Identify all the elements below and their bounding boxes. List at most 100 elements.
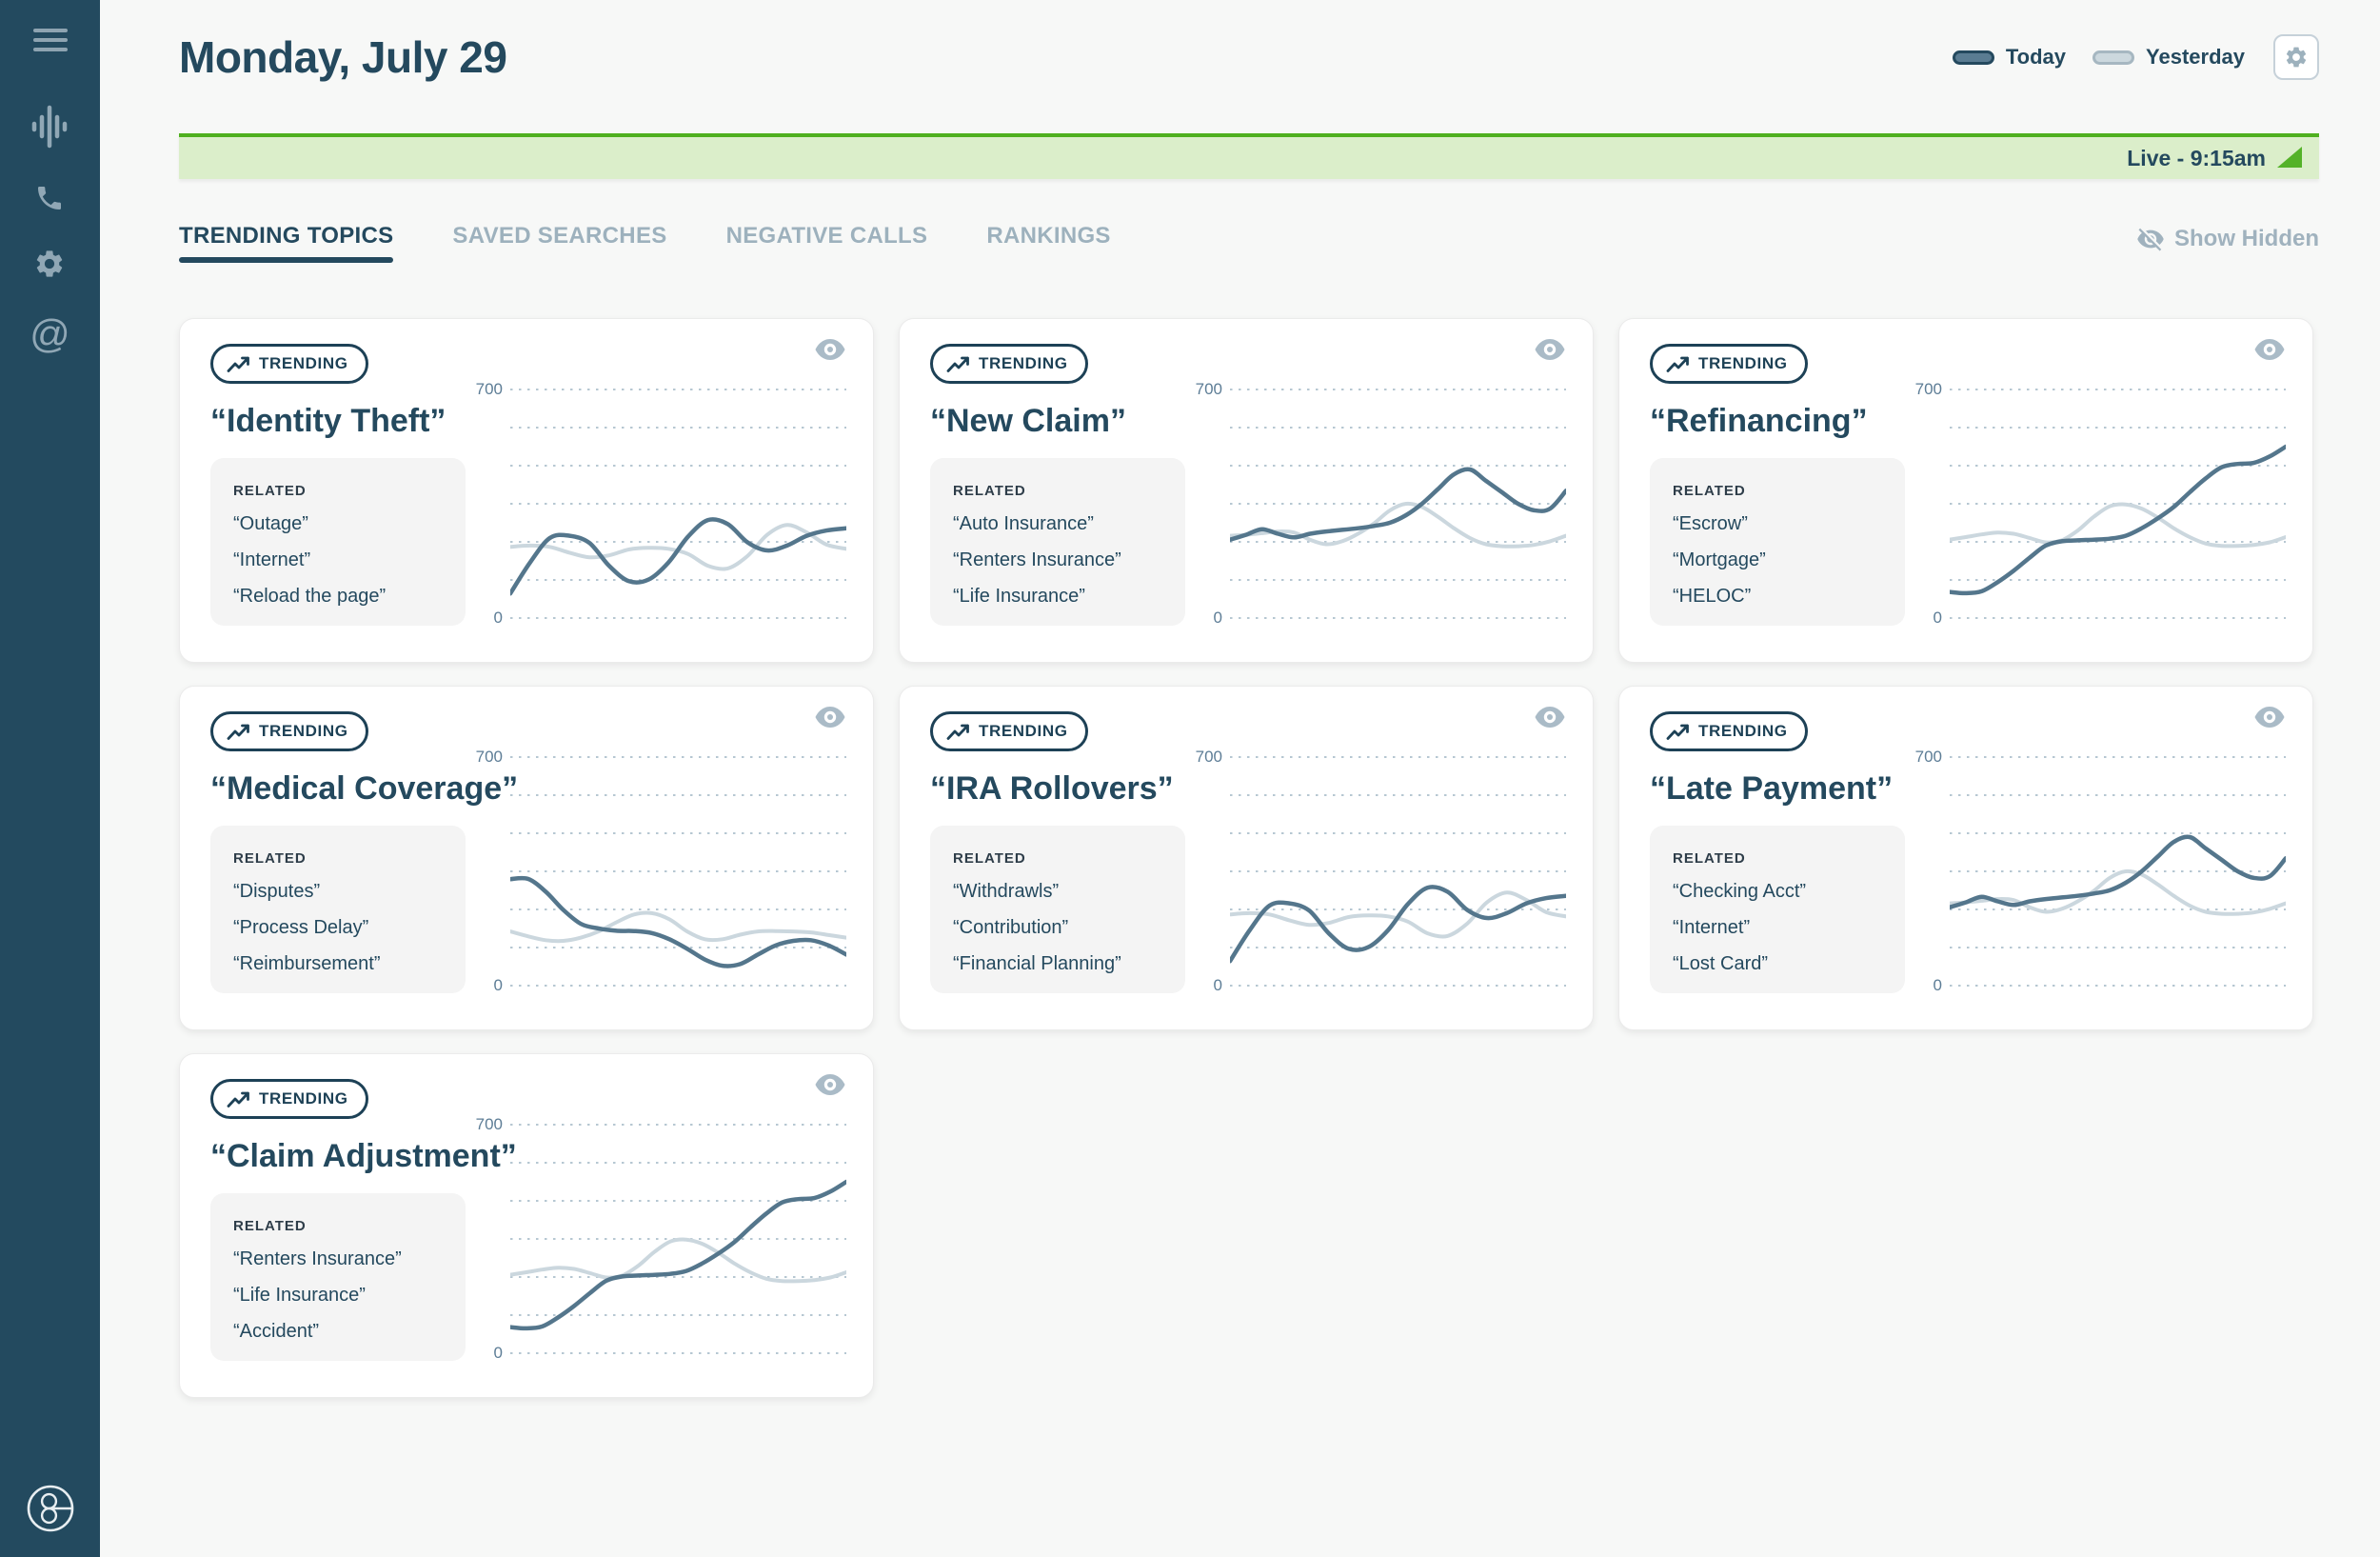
line-chart: [1947, 389, 2289, 619]
related-term: “Mortgage”: [1673, 549, 1766, 570]
related-term: “Internet”: [233, 549, 311, 570]
y-axis-min-label: 0: [1933, 976, 1942, 994]
y-axis-max-label: 700: [475, 380, 503, 398]
related-box: RELATED “Outage” “Internet” “Reload the pa…: [210, 458, 466, 626]
trending-topic-card[interactable]: TRENDING “Refinancing” RELATED “Escrow” “…: [1618, 318, 2313, 663]
trending-badge-label: TRENDING: [1698, 722, 1788, 740]
related-list: “Disputes” “Process Delay” “Reimbursement”: [233, 881, 443, 975]
menu-icon[interactable]: [32, 27, 68, 53]
trending-badge-label: TRENDING: [979, 722, 1068, 740]
eye-icon[interactable]: [814, 1073, 846, 1096]
related-box: RELATED “Renters Insurance” “Life Insuran…: [210, 1193, 466, 1361]
show-hidden-toggle[interactable]: Show Hidden: [2136, 225, 2319, 253]
eye-icon[interactable]: [814, 706, 846, 729]
brand-logo[interactable]: [26, 1484, 75, 1538]
eye-icon[interactable]: [1534, 706, 1566, 729]
live-status-banner: Live - 9:15am: [179, 133, 2319, 179]
related-box: RELATED “Auto Insurance” “Renters Insuran…: [930, 458, 1185, 626]
trending-topic-card[interactable]: TRENDING “IRA Rollovers” RELATED “Withdr…: [899, 686, 1594, 1030]
tab-negative-calls[interactable]: NEGATIVE CALLS: [725, 223, 928, 249]
eye-icon[interactable]: [814, 338, 846, 361]
related-box: RELATED “Escrow” “Mortgage” “HELOC”: [1650, 458, 1905, 626]
related-list: “Auto Insurance” “Renters Insurance” “Life…: [953, 513, 1162, 608]
y-axis-max-label: 700: [1914, 380, 1942, 398]
chart-legend: Today Yesterday: [1952, 45, 2245, 70]
line-chart: [1227, 756, 1569, 987]
tab-saved-searches[interactable]: SAVED SEARCHES: [452, 223, 667, 249]
y-axis-min-label: 0: [493, 609, 503, 627]
related-term: “Contribution”: [953, 917, 1069, 938]
trending-badge: TRENDING: [210, 1079, 368, 1119]
topic-title: “New Claim”: [930, 403, 1126, 439]
trending-badge: TRENDING: [210, 344, 368, 384]
eye-icon[interactable]: [2253, 706, 2286, 729]
topic-title: “Identity Theft”: [210, 403, 446, 439]
related-term: “Auto Insurance”: [953, 513, 1094, 534]
y-axis-max-label: 700: [475, 748, 503, 766]
y-axis-min-label: 0: [493, 976, 503, 994]
live-status-label: Live - 9:15am: [2127, 145, 2266, 170]
related-list: “Outage” “Internet” “Reload the page”: [233, 513, 443, 608]
topic-title: “Late Payment”: [1650, 770, 1894, 807]
related-term: “Outage”: [233, 513, 308, 534]
related-list: “Withdrawls” “Contribution” “Financial Pla…: [953, 881, 1162, 975]
today-line: [1947, 834, 2289, 909]
topic-title: “Refinancing”: [1650, 403, 1868, 439]
show-hidden-label: Show Hidden: [2174, 226, 2319, 251]
topic-chart: 700 0: [476, 1115, 849, 1362]
yesterday-line: [508, 910, 848, 944]
voice-waveform-icon[interactable]: [30, 105, 69, 149]
related-term: “Life Insurance”: [953, 586, 1085, 607]
trending-up-icon: [227, 356, 249, 372]
y-axis-max-label: 700: [475, 1115, 503, 1133]
at-sign-icon[interactable]: @: [30, 311, 70, 356]
legend-item-yesterday: Yesterday: [2092, 45, 2245, 70]
topic-chart: 700 0: [476, 380, 849, 627]
yesterday-line: [1948, 868, 2288, 916]
sidebar-nav: @: [30, 105, 70, 354]
legend-today-label: Today: [2005, 45, 2067, 69]
related-box: RELATED “Withdrawls” “Contribution” “Finan…: [930, 826, 1185, 993]
trending-topic-card[interactable]: TRENDING “Claim Adjustment” RELATED “Ren…: [179, 1053, 874, 1398]
trending-up-icon: [1666, 356, 1689, 372]
related-term: “Checking Acct”: [1673, 881, 1807, 902]
line-chart: [1947, 756, 2289, 987]
related-term: “Renters Insurance”: [233, 1248, 402, 1269]
today-line: [507, 875, 849, 968]
related-box: RELATED “Checking Acct” “Internet” “Lost C…: [1650, 826, 1905, 993]
yesterday-swatch: [2092, 50, 2135, 65]
trending-topic-card[interactable]: TRENDING “Late Payment” RELATED “Checkin…: [1618, 686, 2313, 1030]
settings-button[interactable]: [2273, 34, 2319, 80]
topic-chart: 700 0: [1915, 748, 2289, 994]
topic-chart: 700 0: [476, 748, 849, 994]
trending-badge: TRENDING: [1650, 344, 1808, 384]
related-label: RELATED: [233, 483, 307, 499]
tab-rankings[interactable]: RANKINGS: [986, 223, 1111, 249]
cards-grid: TRENDING “Identity Theft” RELATED “Outag…: [179, 318, 2319, 1398]
trending-topic-card[interactable]: TRENDING “Medical Coverage” RELATED “Dis…: [179, 686, 874, 1030]
eye-icon[interactable]: [1534, 338, 1566, 361]
tab-trending-topics[interactable]: TRENDING TOPICS: [179, 223, 394, 263]
yesterday-line: [1948, 502, 2288, 549]
eye-icon[interactable]: [2253, 338, 2286, 361]
trending-badge-label: TRENDING: [259, 1089, 348, 1108]
trending-topic-card[interactable]: TRENDING “New Claim” RELATED “Auto Insur…: [899, 318, 1594, 663]
y-axis-max-label: 700: [1195, 380, 1222, 398]
phone-icon[interactable]: [34, 183, 65, 213]
line-chart: [1227, 389, 1569, 619]
topic-title: “Medical Coverage”: [210, 770, 519, 807]
related-term: “Lost Card”: [1673, 953, 1769, 974]
trending-badge-label: TRENDING: [259, 722, 348, 740]
related-term: “Internet”: [1673, 917, 1751, 938]
related-term: “Reimbursement”: [233, 953, 381, 974]
related-label: RELATED: [1673, 483, 1746, 499]
topic-title: “IRA Rollovers”: [930, 770, 1174, 807]
line-chart: [507, 389, 849, 619]
related-term: “Life Insurance”: [233, 1285, 366, 1306]
gear-icon[interactable]: [33, 248, 66, 280]
trending-topic-card[interactable]: TRENDING “Identity Theft” RELATED “Outag…: [179, 318, 874, 663]
trending-badge: TRENDING: [930, 344, 1088, 384]
y-axis-min-label: 0: [493, 1344, 503, 1362]
page-header: Monday, July 29 Today Yesterday: [179, 0, 2319, 84]
related-list: “Checking Acct” “Internet” “Lost Card”: [1673, 881, 1882, 975]
